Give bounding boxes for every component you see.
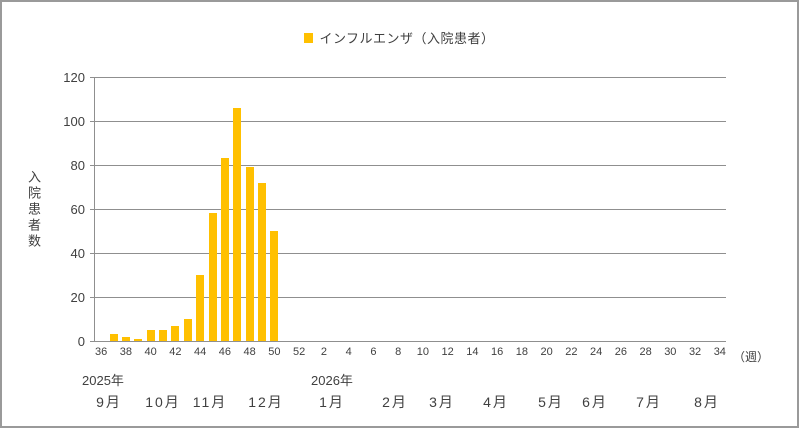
y-tickmark-20 — [90, 297, 95, 298]
month-label-3: 11月 — [192, 394, 228, 410]
month-label-11: 7月 — [636, 394, 662, 410]
bar-week-39 — [134, 338, 143, 341]
x-axis-week-label-34: 34 — [713, 346, 726, 358]
bar-week-49 — [258, 182, 267, 341]
y-tickmark-40 — [90, 253, 95, 254]
y-axis-label-120: 120 — [63, 70, 85, 85]
month-label-12: 8月 — [694, 394, 720, 410]
gridline-y-80 — [95, 165, 726, 166]
gridline-y-100 — [95, 121, 726, 122]
plot-area — [90, 77, 726, 342]
bar-week-43 — [183, 319, 192, 341]
month-label-7: 3月 — [429, 394, 455, 410]
gridline-y-0 — [95, 341, 726, 342]
gridline-y-20 — [95, 297, 726, 298]
bar-week-45 — [208, 213, 217, 341]
x-axis-week-label-48: 48 — [243, 346, 256, 358]
x-axis-week-label-22: 22 — [565, 346, 578, 358]
x-axis-week-label-36: 36 — [95, 346, 108, 358]
month-label-9: 5月 — [538, 394, 564, 410]
y-axis-label-100: 100 — [63, 114, 85, 129]
x-axis-week-label-42: 42 — [169, 346, 182, 358]
month-label-5: 1月 — [319, 394, 345, 410]
bar-week-44 — [196, 275, 205, 341]
x-axis-week-label-20: 20 — [540, 346, 553, 358]
bar-week-37 — [109, 334, 118, 341]
x-axis-week-label-14: 14 — [466, 346, 479, 358]
bar-week-40 — [146, 330, 155, 341]
y-axis-label-60: 60 — [70, 202, 85, 217]
x-axis-week-label-50: 50 — [268, 346, 281, 358]
bar-week-50 — [270, 231, 279, 341]
chart-legend: インフルエンザ（入院患者） — [2, 28, 797, 47]
x-axis-week-label-4: 4 — [345, 346, 352, 358]
y-axis-title: 入院患者数 — [26, 170, 41, 250]
y-axis-label-20: 20 — [70, 290, 85, 305]
gridline-y-40 — [95, 253, 726, 254]
x-axis-unit-label: （週） — [733, 350, 770, 364]
legend-swatch-icon — [304, 32, 314, 43]
y-tickmark-100 — [90, 121, 95, 122]
y-tickmark-0 — [90, 341, 95, 342]
gridline-y-120 — [95, 77, 726, 78]
x-axis-week-label-24: 24 — [589, 346, 603, 358]
x-axis-week-label-32: 32 — [688, 346, 702, 358]
bar-week-38 — [121, 336, 130, 341]
x-axis-week-label-44: 44 — [194, 346, 207, 358]
x-axis-week-label-6: 6 — [370, 346, 377, 358]
y-axis-label-40: 40 — [70, 246, 85, 261]
x-axis-week-label-12: 12 — [441, 346, 454, 358]
bar-week-46 — [220, 158, 229, 341]
year-label-2026: 2026年 — [311, 373, 353, 388]
x-axis-week-label-10: 10 — [416, 346, 429, 358]
month-label-2: 10月 — [145, 394, 181, 410]
x-axis-week-label-52: 52 — [293, 346, 306, 358]
x-axis-week-label-28: 28 — [639, 346, 652, 358]
x-axis-week-label-40: 40 — [144, 346, 157, 358]
x-axis-week-label-16: 16 — [490, 346, 504, 358]
x-axis-week-label-30: 30 — [664, 346, 677, 358]
month-label-4: 12月 — [248, 394, 284, 410]
month-label-6: 2月 — [382, 394, 408, 410]
month-label-8: 4月 — [483, 394, 509, 410]
year-label-2025: 2025年 — [82, 373, 124, 388]
x-axis-week-label-26: 26 — [614, 346, 627, 358]
month-label-1: 9月 — [96, 394, 122, 410]
month-label-10: 6月 — [582, 394, 608, 410]
bar-week-42 — [171, 325, 180, 341]
bar-week-41 — [159, 330, 168, 341]
x-axis-week-label-38: 38 — [119, 346, 133, 358]
x-axis-week-label-2: 2 — [320, 346, 327, 358]
bar-week-48 — [245, 167, 254, 341]
bar-week-47 — [233, 107, 242, 341]
y-tickmark-80 — [90, 165, 95, 166]
gridline-y-60 — [95, 209, 726, 210]
y-tickmark-60 — [90, 209, 95, 210]
y-tickmark-120 — [90, 77, 95, 78]
y-axis-label-0: 0 — [77, 334, 85, 349]
x-axis-week-label-8: 8 — [395, 346, 402, 358]
legend-label: インフルエンザ（入院患者） — [319, 31, 495, 46]
x-axis-week-label-46: 46 — [218, 346, 232, 358]
y-axis-label-80: 80 — [70, 158, 85, 173]
x-axis-week-label-18: 18 — [515, 346, 528, 358]
